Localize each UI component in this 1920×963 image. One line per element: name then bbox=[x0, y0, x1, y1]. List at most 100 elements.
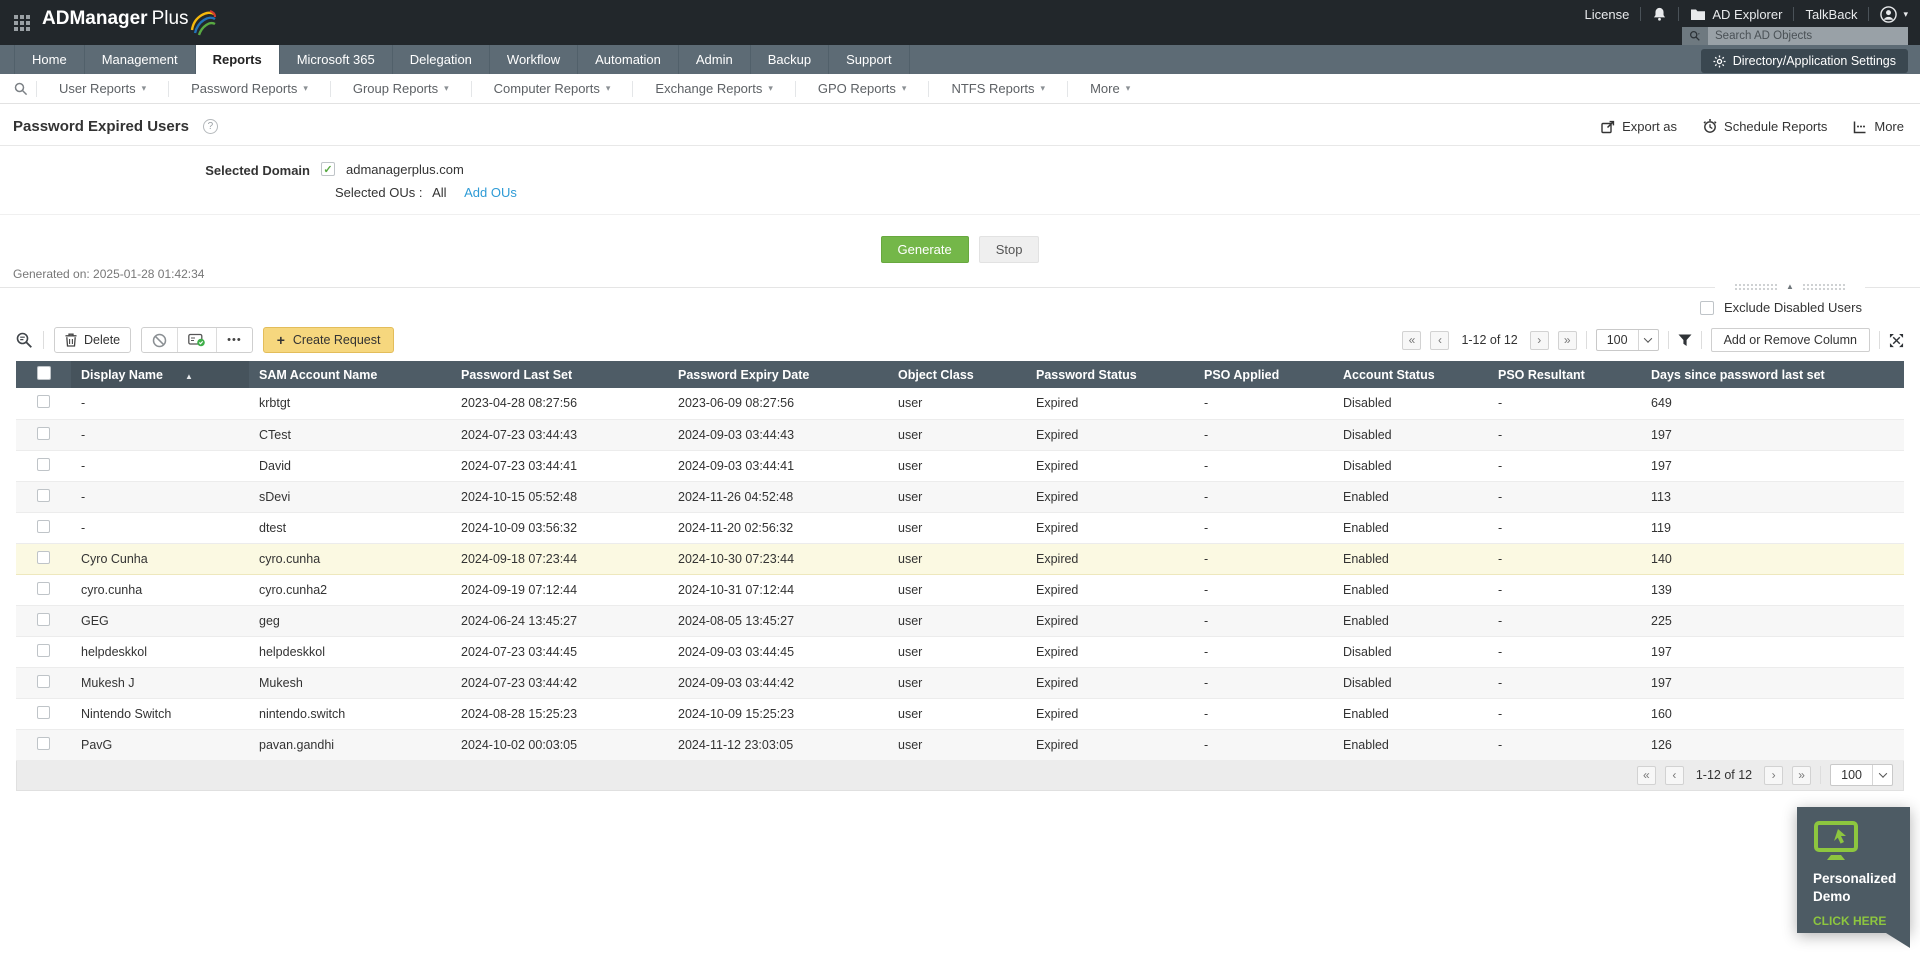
report-menu-label: Exchange Reports bbox=[655, 81, 763, 96]
user-avatar-icon bbox=[1880, 5, 1898, 23]
row-checkbox[interactable] bbox=[37, 612, 50, 626]
table-row[interactable]: - krbtgt 2023-04-28 08:27:56 2023-06-09 08:… bbox=[16, 388, 1904, 420]
report-menu-exchange-reports[interactable]: Exchange Reports ▾ bbox=[632, 80, 794, 97]
delete-button[interactable]: Delete bbox=[55, 328, 130, 352]
table-row[interactable]: Mukesh J Mukesh 2024-07-23 03:44:42 2024-09… bbox=[16, 667, 1904, 699]
column-header-pso-applied[interactable]: PSO Applied bbox=[1194, 361, 1333, 388]
license-link[interactable]: License bbox=[1584, 6, 1630, 22]
row-checkbox[interactable] bbox=[37, 426, 50, 440]
tab-workflow[interactable]: Workflow bbox=[490, 45, 579, 74]
export-as-button[interactable]: Export as bbox=[1601, 119, 1677, 134]
table-row[interactable]: PavG pavan.gandhi 2024-10-02 00:03:05 2024-… bbox=[16, 729, 1904, 761]
tab-delegation[interactable]: Delegation bbox=[393, 45, 490, 74]
column-header-display-name[interactable]: Display Name ▲ bbox=[71, 361, 249, 388]
table-row[interactable]: - CTest 2024-07-23 03:44:43 2024-09-03 03:4… bbox=[16, 419, 1904, 451]
stop-button[interactable]: Stop bbox=[978, 236, 1040, 263]
admanager-plus-logo[interactable]: ADManager Plus bbox=[42, 8, 216, 38]
more-actions-button[interactable]: More bbox=[1853, 119, 1904, 134]
tab-home[interactable]: Home bbox=[14, 45, 85, 74]
search-scope-icon[interactable] bbox=[1682, 27, 1708, 45]
footer-last-page-button[interactable]: » bbox=[1792, 765, 1812, 785]
prev-page-button[interactable]: ‹ bbox=[1430, 330, 1450, 350]
add-ous-link[interactable]: Add OUs bbox=[464, 185, 517, 200]
footer-page-size-select[interactable]: 100 bbox=[1830, 764, 1893, 786]
report-menu-group-reports[interactable]: Group Reports ▾ bbox=[329, 80, 471, 97]
more-row-actions-button[interactable]: ••• bbox=[227, 334, 242, 346]
row-checkbox[interactable] bbox=[37, 581, 50, 595]
row-checkbox[interactable] bbox=[37, 488, 50, 502]
row-checkbox[interactable] bbox=[37, 457, 50, 471]
tab-backup[interactable]: Backup bbox=[751, 45, 830, 74]
next-page-button[interactable]: › bbox=[1529, 330, 1549, 350]
row-checkbox[interactable] bbox=[37, 736, 50, 750]
column-header-object-class[interactable]: Object Class bbox=[888, 361, 1026, 388]
row-checkbox[interactable] bbox=[37, 705, 50, 719]
column-header-days-since-password-last-set[interactable]: Days since password last set bbox=[1641, 361, 1904, 388]
tab-automation[interactable]: Automation bbox=[578, 45, 679, 74]
row-checkbox[interactable] bbox=[37, 519, 50, 533]
expand-grid-icon[interactable] bbox=[1889, 333, 1904, 348]
table-row[interactable]: Cyro Cunha cyro.cunha 2024-09-18 07:23:44 2… bbox=[16, 543, 1904, 575]
table-row[interactable]: cyro.cunha cyro.cunha2 2024-09-19 07:12:44… bbox=[16, 574, 1904, 606]
footer-next-page-button[interactable]: › bbox=[1764, 765, 1784, 785]
exclude-disabled-checkbox[interactable] bbox=[1699, 300, 1714, 315]
tab-support[interactable]: Support bbox=[829, 45, 910, 74]
grid-search-icon[interactable] bbox=[16, 332, 33, 349]
ad-explorer-link[interactable]: AD Explorer bbox=[1690, 7, 1782, 22]
tab-microsoft-365[interactable]: Microsoft 365 bbox=[280, 45, 393, 74]
tab-management[interactable]: Management bbox=[85, 45, 196, 74]
schedule-reports-button[interactable]: Schedule Reports bbox=[1703, 119, 1827, 134]
cell-object-class: user bbox=[888, 419, 1026, 451]
reset-password-button[interactable] bbox=[178, 328, 218, 352]
table-row[interactable]: - dtest 2024-10-09 03:56:32 2024-11-20 02:5… bbox=[16, 512, 1904, 544]
report-menu-gpo-reports[interactable]: GPO Reports ▾ bbox=[794, 80, 929, 97]
last-page-button[interactable]: » bbox=[1557, 330, 1577, 350]
tab-admin[interactable]: Admin bbox=[679, 45, 751, 74]
collapse-panel-handle[interactable]: ▲ bbox=[1715, 281, 1865, 293]
notifications-bell-icon[interactable] bbox=[1652, 6, 1667, 22]
footer-prev-page-button[interactable]: ‹ bbox=[1664, 765, 1684, 785]
column-header-account-status[interactable]: Account Status bbox=[1333, 361, 1488, 388]
tab-reports[interactable]: Reports bbox=[195, 45, 280, 74]
search-ad-objects-input[interactable] bbox=[1708, 27, 1908, 45]
report-menu-password-reports[interactable]: Password Reports ▾ bbox=[168, 80, 330, 97]
row-checkbox[interactable] bbox=[37, 643, 50, 657]
create-request-button[interactable]: + Create Request bbox=[262, 327, 395, 353]
column-header-pso-resultant[interactable]: PSO Resultant bbox=[1488, 361, 1641, 388]
first-page-button[interactable]: « bbox=[1402, 330, 1422, 350]
talkback-link[interactable]: TalkBack bbox=[1805, 6, 1858, 22]
filter-icon[interactable] bbox=[1678, 334, 1692, 347]
footer-first-page-button[interactable]: « bbox=[1636, 765, 1656, 785]
personalized-demo-widget[interactable]: Personalized Demo CLICK HERE bbox=[1797, 807, 1910, 948]
domain-checkbox[interactable]: ✓ bbox=[321, 162, 335, 176]
page-size-select[interactable]: 100 bbox=[1595, 329, 1659, 351]
directory-application-settings-button[interactable]: Directory/Application Settings bbox=[1700, 49, 1908, 73]
generate-button[interactable]: Generate bbox=[880, 236, 969, 263]
cell-pso-resultant: - bbox=[1488, 512, 1641, 544]
column-header-password-last-set[interactable]: Password Last Set bbox=[451, 361, 668, 388]
folder-icon bbox=[1691, 9, 1706, 20]
row-checkbox[interactable] bbox=[37, 395, 50, 409]
table-row[interactable]: - David 2024-07-23 03:44:41 2024-09-03 03:4… bbox=[16, 450, 1904, 482]
column-header-sam-account-name[interactable]: SAM Account Name bbox=[249, 361, 451, 388]
apps-grid-icon[interactable] bbox=[14, 14, 30, 31]
row-checkbox[interactable] bbox=[37, 550, 50, 564]
table-row[interactable]: GEG geg 2024-06-24 13:45:27 2024-08-05 13:4… bbox=[16, 605, 1904, 637]
report-menu-computer-reports[interactable]: Computer Reports ▾ bbox=[470, 80, 633, 97]
column-header-password-status[interactable]: Password Status bbox=[1026, 361, 1194, 388]
cell-object-class: user bbox=[888, 512, 1026, 544]
table-row[interactable]: Nintendo Switch nintendo.switch 2024-08-28… bbox=[16, 698, 1904, 730]
add-remove-column-button[interactable]: Add or Remove Column bbox=[1710, 328, 1870, 352]
account-menu[interactable]: ▾ bbox=[1880, 5, 1908, 23]
report-menu-user-reports[interactable]: User Reports ▾ bbox=[36, 80, 168, 97]
row-checkbox[interactable] bbox=[37, 674, 50, 688]
report-menu-ntfs-reports[interactable]: NTFS Reports ▾ bbox=[928, 80, 1067, 97]
table-row[interactable]: - sDevi 2024-10-15 05:52:48 2024-11-26 04:5… bbox=[16, 481, 1904, 513]
help-icon[interactable]: ? bbox=[202, 119, 218, 134]
table-row[interactable]: helpdeskkol helpdeskkol 2024-07-23 03:44:4… bbox=[16, 636, 1904, 668]
report-search-icon[interactable] bbox=[6, 82, 36, 96]
disable-accounts-button[interactable] bbox=[142, 328, 179, 352]
report-menu-more[interactable]: More ▾ bbox=[1067, 80, 1152, 97]
column-header-password-expiry-date[interactable]: Password Expiry Date bbox=[668, 361, 888, 388]
select-all-checkbox[interactable] bbox=[36, 366, 51, 380]
